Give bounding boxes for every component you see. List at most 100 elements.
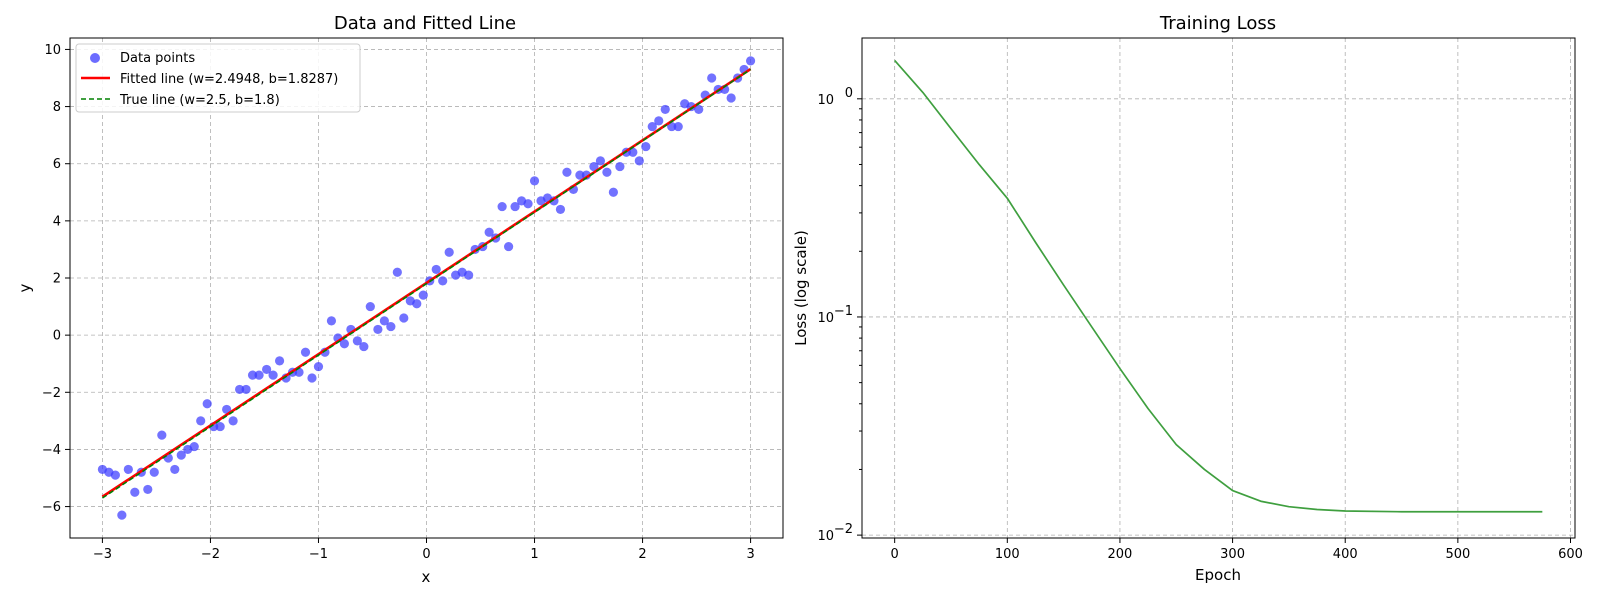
data-point	[386, 321, 396, 332]
data-point	[562, 167, 572, 177]
y-axis: −6 −4 −2 0 2 4 6 8 10	[42, 43, 70, 515]
plot-area	[97, 56, 756, 520]
data-point	[373, 324, 383, 335]
x-tick-label: 400	[1333, 547, 1358, 562]
data-point	[418, 290, 428, 300]
data-point	[170, 464, 180, 475]
x-tick-label: 200	[1108, 547, 1133, 562]
grid	[70, 38, 783, 538]
data-point	[247, 370, 258, 380]
data-point	[326, 316, 337, 326]
data-point	[123, 464, 133, 475]
x-tick-label: 100	[995, 547, 1020, 562]
data-point	[628, 147, 638, 157]
y-tick-label: 10	[817, 311, 834, 326]
data-point	[339, 339, 349, 349]
data-point	[189, 441, 199, 452]
y-axis-label: y	[16, 283, 34, 292]
data-point	[176, 450, 186, 460]
data-point	[215, 421, 225, 432]
x-tick-label: 300	[1220, 547, 1245, 562]
training-loss-panel: Training Loss 0 100 200 300 400 500 600 10 −210…	[792, 13, 1583, 584]
loss-curve	[894, 59, 1543, 513]
data-point	[235, 384, 245, 395]
x-axis-label: x	[422, 568, 431, 586]
y-tick-label: 10	[817, 529, 834, 544]
legend-marker-data-points	[90, 53, 100, 63]
x-tick-label: 500	[1445, 547, 1470, 562]
legend: Data points Fitted line (w=2.4948, b=1.8…	[75, 43, 361, 113]
y-tick-label: 6	[53, 157, 61, 172]
y-tick-label: −2	[42, 386, 61, 401]
chart-title: Data and Fitted Line	[334, 13, 516, 34]
x-tick-label: −1	[309, 547, 328, 562]
data-point	[228, 416, 238, 426]
y-tick-exponent: −2	[834, 522, 853, 537]
y-tick-label: 10	[44, 43, 61, 58]
data-point	[307, 373, 317, 383]
data-point	[365, 301, 375, 312]
data-point	[268, 370, 278, 380]
y-tick-exponent: −1	[834, 304, 853, 319]
data-point	[149, 467, 159, 477]
y-tick-label: 2	[53, 272, 61, 287]
data-point	[555, 204, 566, 215]
data-point	[254, 370, 264, 380]
data-fit-panel: Data and Fitted Line −3 −2 −1 0 1 2 3 −6 −4 −2 0 2…	[16, 13, 784, 586]
data-point	[575, 170, 585, 180]
data-point	[608, 187, 618, 197]
x-axis-label: Epoch	[1195, 566, 1241, 584]
data-point	[615, 161, 625, 172]
data-point	[359, 341, 369, 352]
data-point	[595, 156, 606, 166]
data-point	[647, 121, 657, 132]
data-point	[379, 316, 389, 326]
legend-entry-data-points: Data points	[120, 51, 195, 66]
data-point	[130, 487, 140, 497]
data-point	[529, 176, 540, 186]
data-point	[694, 104, 704, 115]
y-tick-label: 0	[53, 329, 61, 344]
data-point	[438, 276, 448, 286]
y-tick-label: 10	[817, 93, 834, 108]
data-point	[117, 510, 127, 520]
data-point	[143, 484, 153, 495]
data-point	[313, 361, 324, 372]
x-axis: −3 −2 −1 0 1 2 3	[93, 538, 755, 562]
data-point	[464, 270, 474, 280]
data-point	[667, 121, 677, 132]
data-point	[412, 299, 422, 309]
x-tick-label: 1	[530, 547, 538, 562]
data-point	[510, 201, 520, 212]
data-point	[634, 156, 644, 166]
data-point	[274, 356, 285, 366]
data-point	[523, 199, 533, 209]
data-point	[484, 227, 494, 237]
x-tick-label: −3	[93, 547, 112, 562]
y-tick-label: −4	[42, 443, 61, 458]
data-point	[654, 116, 664, 126]
legend-entry-fitted-line: Fitted line (w=2.4948, b=1.8287)	[120, 72, 338, 87]
data-point	[392, 267, 402, 277]
true-line	[101, 68, 752, 499]
y-axis-label: Loss (log scale)	[792, 230, 810, 346]
x-tick-label: 0	[891, 547, 899, 562]
data-point	[504, 241, 514, 252]
x-axis: 0 100 200 300 400 500 600	[891, 538, 1583, 562]
y-tick-exponent: 0	[845, 86, 853, 101]
data-point	[399, 313, 409, 323]
legend-entry-true-line: True line (w=2.5, b=1.8)	[119, 93, 280, 108]
x-tick-label: 0	[422, 547, 430, 562]
data-point	[300, 347, 311, 357]
data-point	[745, 56, 756, 66]
data-point	[673, 121, 683, 132]
data-point	[497, 201, 507, 212]
data-point	[660, 104, 670, 115]
plot-area	[894, 59, 1543, 513]
data-point	[241, 384, 251, 395]
y-tick-label: 4	[53, 214, 61, 229]
data-point	[431, 264, 441, 275]
data-point	[726, 93, 736, 103]
